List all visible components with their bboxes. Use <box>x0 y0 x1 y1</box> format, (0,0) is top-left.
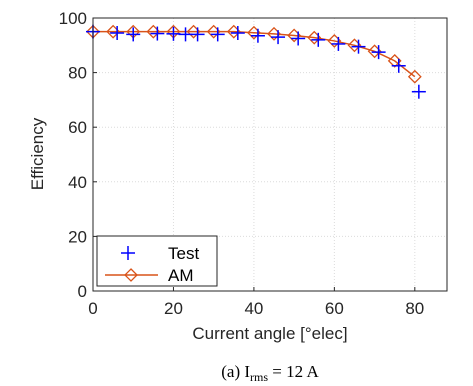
y-tick-label: 60 <box>68 118 87 137</box>
y-tick-label: 20 <box>68 227 87 246</box>
x-axis-label: Current angle [°elec] <box>192 324 347 343</box>
legend-box <box>96 235 218 287</box>
test-data-point <box>411 84 426 99</box>
plot-frame <box>92 17 448 292</box>
legend: Test AM <box>96 235 218 287</box>
x-tick-label: 40 <box>244 299 263 318</box>
test-data-point <box>190 27 205 42</box>
test-data-point <box>178 27 193 42</box>
x-tick-label: 0 <box>88 299 97 318</box>
test-data-point <box>391 58 406 73</box>
test-data-point <box>166 26 181 41</box>
test-data-point <box>126 27 141 42</box>
legend-am-marker <box>124 268 138 282</box>
am-data-point <box>407 69 422 84</box>
y-tick-label: 100 <box>59 9 87 28</box>
test-data-point <box>110 26 125 41</box>
x-tick-label: 20 <box>164 299 183 318</box>
test-data-point <box>311 32 326 47</box>
grid-lines <box>93 18 447 291</box>
y-tick-label: 0 <box>78 282 87 301</box>
legend-label-am: AM <box>168 266 194 285</box>
test-data-point <box>150 26 165 41</box>
test-data-point <box>351 39 366 54</box>
legend-label-test: Test <box>168 244 199 263</box>
test-data-point <box>291 31 306 46</box>
y-tick-label: 80 <box>68 64 87 83</box>
test-data-point <box>331 36 346 51</box>
test-data-point <box>210 27 225 42</box>
test-data-point <box>230 26 245 41</box>
test-data-point <box>250 28 265 43</box>
figure-caption: (a) Irms = 12 A <box>221 362 319 384</box>
series-layer <box>86 24 426 99</box>
y-axis-label: Efficiency <box>28 117 47 190</box>
x-tick-label: 60 <box>325 299 344 318</box>
y-tick-label: 40 <box>68 173 87 192</box>
test-data-point <box>271 30 286 45</box>
tick-labels: 0 20 40 60 80 0 20 40 60 80 100 <box>59 9 425 318</box>
x-tick-label: 80 <box>405 299 424 318</box>
test-data-point <box>371 45 386 60</box>
legend-test-marker <box>121 246 135 260</box>
